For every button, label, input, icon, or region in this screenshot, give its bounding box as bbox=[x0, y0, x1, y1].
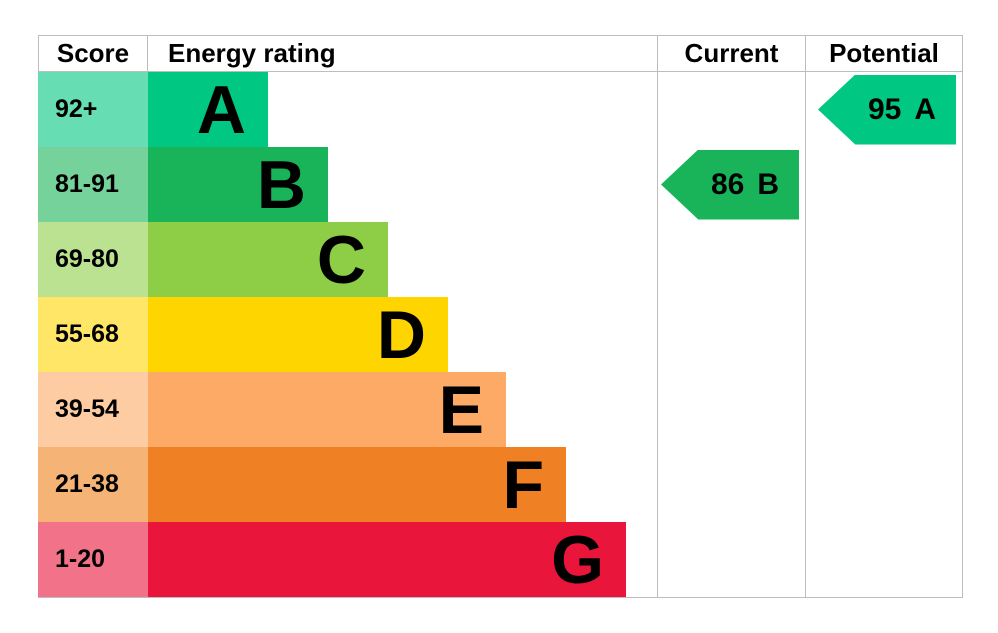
potential-rating-arrow-score: 95 bbox=[867, 92, 902, 126]
score-range-label: 55-68 bbox=[55, 320, 119, 348]
potential-cell bbox=[805, 522, 963, 597]
band-bar: G bbox=[148, 522, 626, 597]
potential-cell bbox=[805, 297, 963, 372]
score-range-label: 92+ bbox=[55, 95, 98, 123]
band-bar: C bbox=[148, 222, 388, 297]
epc-table: Score Energy rating Current Potential 92… bbox=[38, 35, 963, 598]
score-range-label: 21-38 bbox=[55, 470, 119, 498]
current-rating-arrow-band-letter: B bbox=[757, 167, 780, 201]
band-letter: B bbox=[256, 146, 306, 223]
current-cell bbox=[657, 522, 805, 597]
current-cell bbox=[657, 372, 805, 447]
bar-area: C bbox=[148, 222, 657, 297]
band-row: 1-20 G bbox=[38, 522, 963, 597]
bar-area: F bbox=[148, 447, 657, 522]
band-letter: G bbox=[551, 521, 604, 598]
band-letter: A bbox=[196, 71, 246, 148]
score-range-label: 39-54 bbox=[55, 395, 119, 423]
bar-area: A bbox=[148, 72, 657, 147]
potential-cell bbox=[805, 372, 963, 447]
current-cell: 86 B bbox=[657, 147, 805, 222]
score-range-label: 69-80 bbox=[55, 245, 119, 273]
band-row: 92+ A 95 A bbox=[38, 72, 963, 147]
potential-cell bbox=[805, 147, 963, 222]
header-energy-rating: Energy rating bbox=[168, 38, 336, 68]
current-cell bbox=[657, 297, 805, 372]
current-rating-arrow-score: 86 bbox=[710, 167, 745, 201]
header-potential: Potential bbox=[805, 36, 963, 71]
band-row: 21-38 F bbox=[38, 447, 963, 522]
bar-area: B bbox=[148, 147, 657, 222]
current-rating-arrow: 86 B bbox=[661, 149, 799, 220]
score-cell: 1-20 bbox=[38, 522, 148, 597]
band-bar: B bbox=[148, 147, 328, 222]
score-cell: 69-80 bbox=[38, 222, 148, 297]
score-cell: 55-68 bbox=[38, 297, 148, 372]
score-cell: 39-54 bbox=[38, 372, 148, 447]
band-rows: 92+ A 95 A 81-91 B 86 B 69-80 C bbox=[38, 72, 963, 597]
bar-area: D bbox=[148, 297, 657, 372]
potential-rating-arrow-band-letter: A bbox=[914, 92, 937, 126]
potential-cell: 95 A bbox=[805, 72, 963, 147]
potential-cell bbox=[805, 222, 963, 297]
bar-area: G bbox=[148, 522, 657, 597]
band-bar: D bbox=[148, 297, 448, 372]
band-row: 69-80 C bbox=[38, 222, 963, 297]
band-row: 81-91 B 86 B bbox=[38, 147, 963, 222]
potential-cell bbox=[805, 447, 963, 522]
header-row: Score Energy rating Current Potential bbox=[38, 35, 963, 72]
potential-rating-arrow: 95 A bbox=[818, 74, 956, 145]
score-range-label: 81-91 bbox=[55, 170, 119, 198]
band-row: 39-54 E bbox=[38, 372, 963, 447]
band-bar: F bbox=[148, 447, 566, 522]
current-cell bbox=[657, 72, 805, 147]
header-score: Score bbox=[38, 36, 148, 71]
band-row: 55-68 D bbox=[38, 297, 963, 372]
band-letter: E bbox=[438, 371, 484, 448]
current-cell bbox=[657, 447, 805, 522]
bar-area: E bbox=[148, 372, 657, 447]
score-range-label: 1-20 bbox=[55, 545, 106, 573]
header-current: Current bbox=[657, 36, 805, 71]
band-letter: F bbox=[502, 446, 544, 523]
score-cell: 21-38 bbox=[38, 447, 148, 522]
score-cell: 92+ bbox=[38, 72, 148, 147]
band-bar: A bbox=[148, 72, 268, 147]
score-cell: 81-91 bbox=[38, 147, 148, 222]
current-cell bbox=[657, 222, 805, 297]
band-letter: C bbox=[316, 221, 366, 298]
band-letter: D bbox=[376, 296, 426, 373]
band-bar: E bbox=[148, 372, 506, 447]
